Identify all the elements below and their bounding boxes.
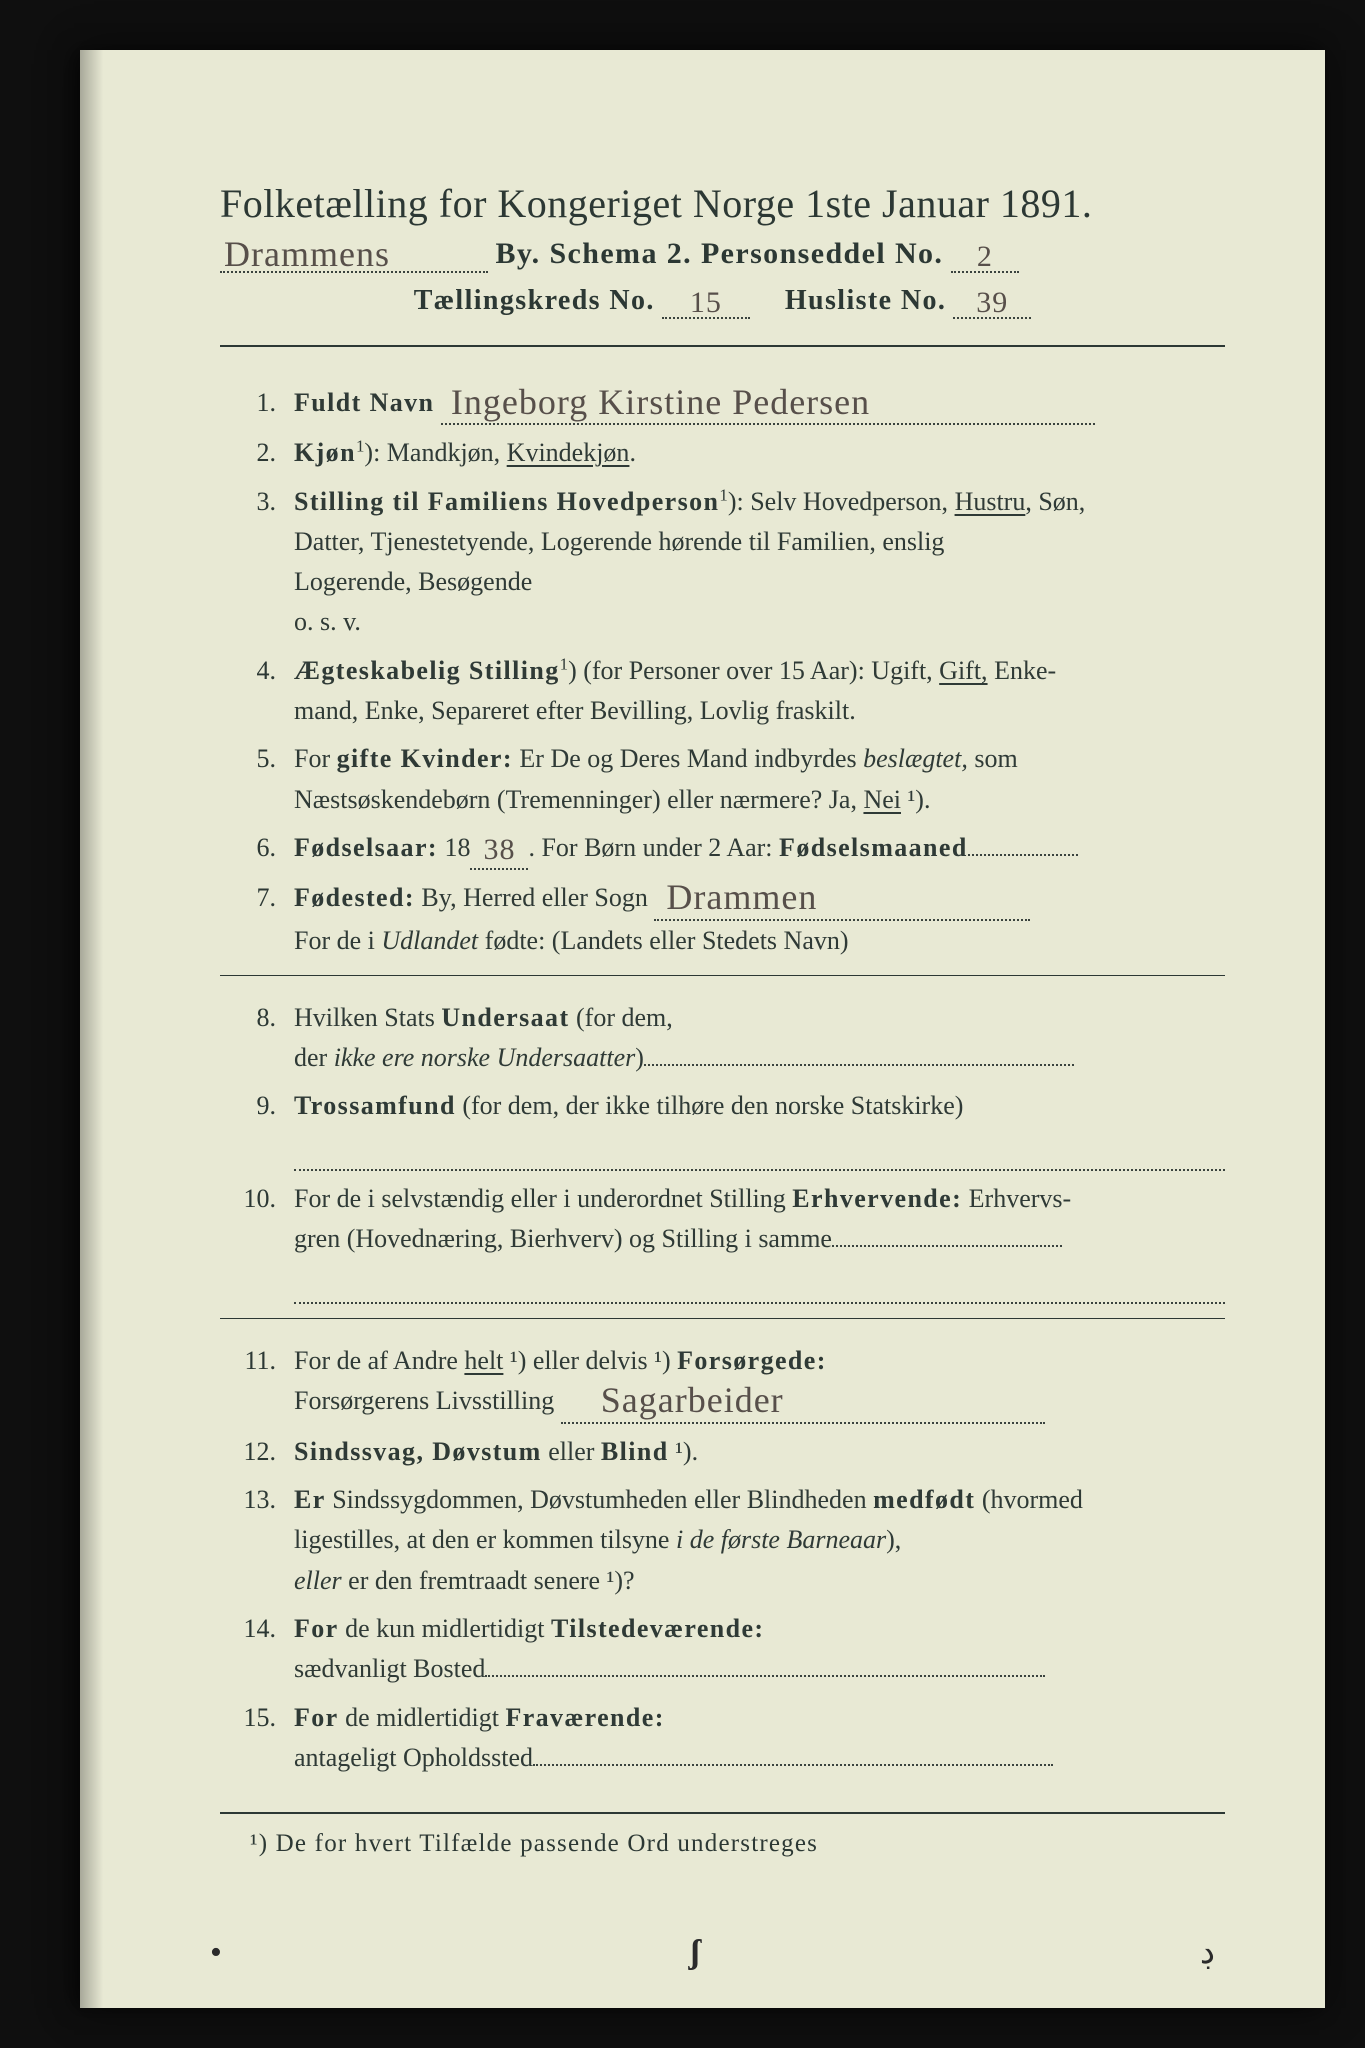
item-15-label2: Fraværende: <box>505 1703 664 1732</box>
title-line-3: Tællingskreds No. 15 Husliste No. 39 <box>220 285 1225 319</box>
footnote-text: ¹) De for hvert Tilfælde passende Ord un… <box>220 1830 1225 1858</box>
item-2-label: Kjøn <box>294 438 356 467</box>
item-number: 1. <box>220 383 294 425</box>
item-number: 8. <box>220 998 294 1079</box>
item-1-label: Fuldt Navn <box>294 388 434 417</box>
mid-rule-1 <box>220 975 1225 976</box>
taellingskreds-no: 15 <box>690 286 722 319</box>
form-header: Folketælling for Kongeriget Norge 1ste J… <box>220 180 1225 319</box>
item-4-cont-1: mand, Enke, Separeret efter Bevilling, L… <box>294 691 1225 731</box>
mid-rule-2 <box>220 1318 1225 1319</box>
item-4: 4. Ægteskabelig Stilling1) (for Personer… <box>220 651 1225 732</box>
item-number: 2. <box>220 433 294 473</box>
item-10: 10. For de i selvstændig eller i underor… <box>220 1179 1225 1304</box>
item-6: 6. Fødselsaar: 1838. For Børn under 2 Aa… <box>220 828 1225 870</box>
fodselsaar-value: 38 <box>483 833 515 866</box>
form-items: 1. Fuldt Navn Ingeborg Kirstine Pedersen… <box>220 383 1225 1778</box>
item-number: 9. <box>220 1086 294 1171</box>
item-12-label: Sindssvag, Døvstum <box>294 1437 542 1466</box>
item-number: 11. <box>220 1341 294 1424</box>
item-number: 10. <box>220 1179 294 1304</box>
item-13-label2: medfødt <box>873 1485 975 1514</box>
item-7-label: Fødested: <box>294 883 415 912</box>
item-4-label: Ægteskabelig Stilling <box>294 656 560 685</box>
item-3-label: Stilling til Familiens Hovedperson <box>294 487 719 516</box>
item-15-label: For <box>294 1703 339 1732</box>
item-3: 3. Stilling til Familiens Hovedperson1):… <box>220 482 1225 643</box>
helt-selected: helt <box>464 1346 503 1375</box>
census-form-paper: Folketælling for Kongeriget Norge 1ste J… <box>80 50 1325 2008</box>
item-14-label2: Tilstedeværende: <box>551 1614 765 1643</box>
item-14: 14. For de kun midlertidigt Tilstedevære… <box>220 1609 1225 1690</box>
husliste-label: Husliste No. <box>785 285 946 316</box>
item-13: 13. Er Sindssygdommen, Døvstumheden elle… <box>220 1480 1225 1601</box>
scan-frame: Folketælling for Kongeriget Norge 1ste J… <box>0 0 1365 2048</box>
item-number: 15. <box>220 1698 294 1779</box>
item-9-label: Trossamfund <box>294 1091 456 1120</box>
footnote-rule <box>220 1812 1225 1814</box>
item-3-cont-2: Logerende, Besøgende <box>294 562 1225 602</box>
item-11: 11. For de af Andre helt ¹) eller delvis… <box>220 1341 1225 1424</box>
item-2: 2. Kjøn1): Mandkjøn, Kvindekjøn. <box>220 433 1225 473</box>
item-number: 5. <box>220 739 294 820</box>
item-9-dotline <box>294 1133 1225 1171</box>
city-handwritten: Drammens <box>224 234 390 274</box>
stilling-selected: Hustru <box>955 487 1026 516</box>
item-number: 6. <box>220 828 294 870</box>
item-3-cont-1: Datter, Tjenestetyende, Logerende hørend… <box>294 522 1225 562</box>
item-15: 15. For de midlertidigt Fraværende: anta… <box>220 1698 1225 1779</box>
item-number: 7. <box>220 878 294 961</box>
husliste-no: 39 <box>976 286 1008 319</box>
item-6-label2: Fødselsmaaned <box>779 833 968 862</box>
item-6-label: Fødselsaar: <box>294 833 438 862</box>
item-12: 12. Sindssvag, Døvstum eller Blind ¹). <box>220 1432 1225 1472</box>
item-number: 3. <box>220 482 294 643</box>
item-8: 8. Hvilken Stats Undersaat (for dem, der… <box>220 998 1225 1079</box>
item-8-label: Undersaat <box>441 1003 569 1032</box>
item-number: 13. <box>220 1480 294 1601</box>
aegteskab-selected: Gift, <box>939 656 987 685</box>
title-line-1: Folketælling for Kongeriget Norge 1ste J… <box>220 180 1225 227</box>
fuldt-navn-value: Ingeborg Kirstine Pedersen <box>451 382 870 422</box>
item-number: 4. <box>220 651 294 732</box>
item-14-label: For <box>294 1614 339 1643</box>
item-9: 9. Trossamfund (for dem, der ikke tilhør… <box>220 1086 1225 1171</box>
kjon-selected: Kvindekjøn <box>507 438 630 467</box>
item-10-dotline <box>294 1266 1225 1304</box>
line2-print: By. Schema 2. Personseddel No. <box>496 237 944 270</box>
header-rule <box>220 345 1225 347</box>
fodested-value: Drammen <box>666 877 817 917</box>
item-1: 1. Fuldt Navn Ingeborg Kirstine Pedersen <box>220 383 1225 425</box>
item-5: 5. For gifte Kvinder: Er De og Deres Man… <box>220 739 1225 820</box>
beslaegtet-selected: Nei <box>863 785 901 814</box>
item-12-label2: Blind <box>601 1437 669 1466</box>
item-number: 12. <box>220 1432 294 1472</box>
item-3-cont-3: o. s. v. <box>294 602 1225 642</box>
bottom-mark-left: • <box>210 1934 222 1972</box>
item-11-label: Forsørgede: <box>677 1346 827 1375</box>
item-10-label: Erhvervende: <box>792 1184 962 1213</box>
item-number: 14. <box>220 1609 294 1690</box>
bottom-mark-center: ʃ <box>690 1934 702 1972</box>
item-7: 7. Fødested: By, Herred eller Sogn Dramm… <box>220 878 1225 961</box>
item-5-label: gifte Kvinder: <box>337 744 513 773</box>
bottom-mark-right: ڊ <box>1200 1932 1215 1972</box>
item-13-label: Er <box>294 1485 326 1514</box>
taellingskreds-label: Tællingskreds No. <box>414 285 655 316</box>
personseddel-no: 2 <box>977 240 993 273</box>
forsorger-value: Sagarbeider <box>601 1380 784 1420</box>
title-line-2: Drammens By. Schema 2. Personseddel No. … <box>220 237 1225 273</box>
